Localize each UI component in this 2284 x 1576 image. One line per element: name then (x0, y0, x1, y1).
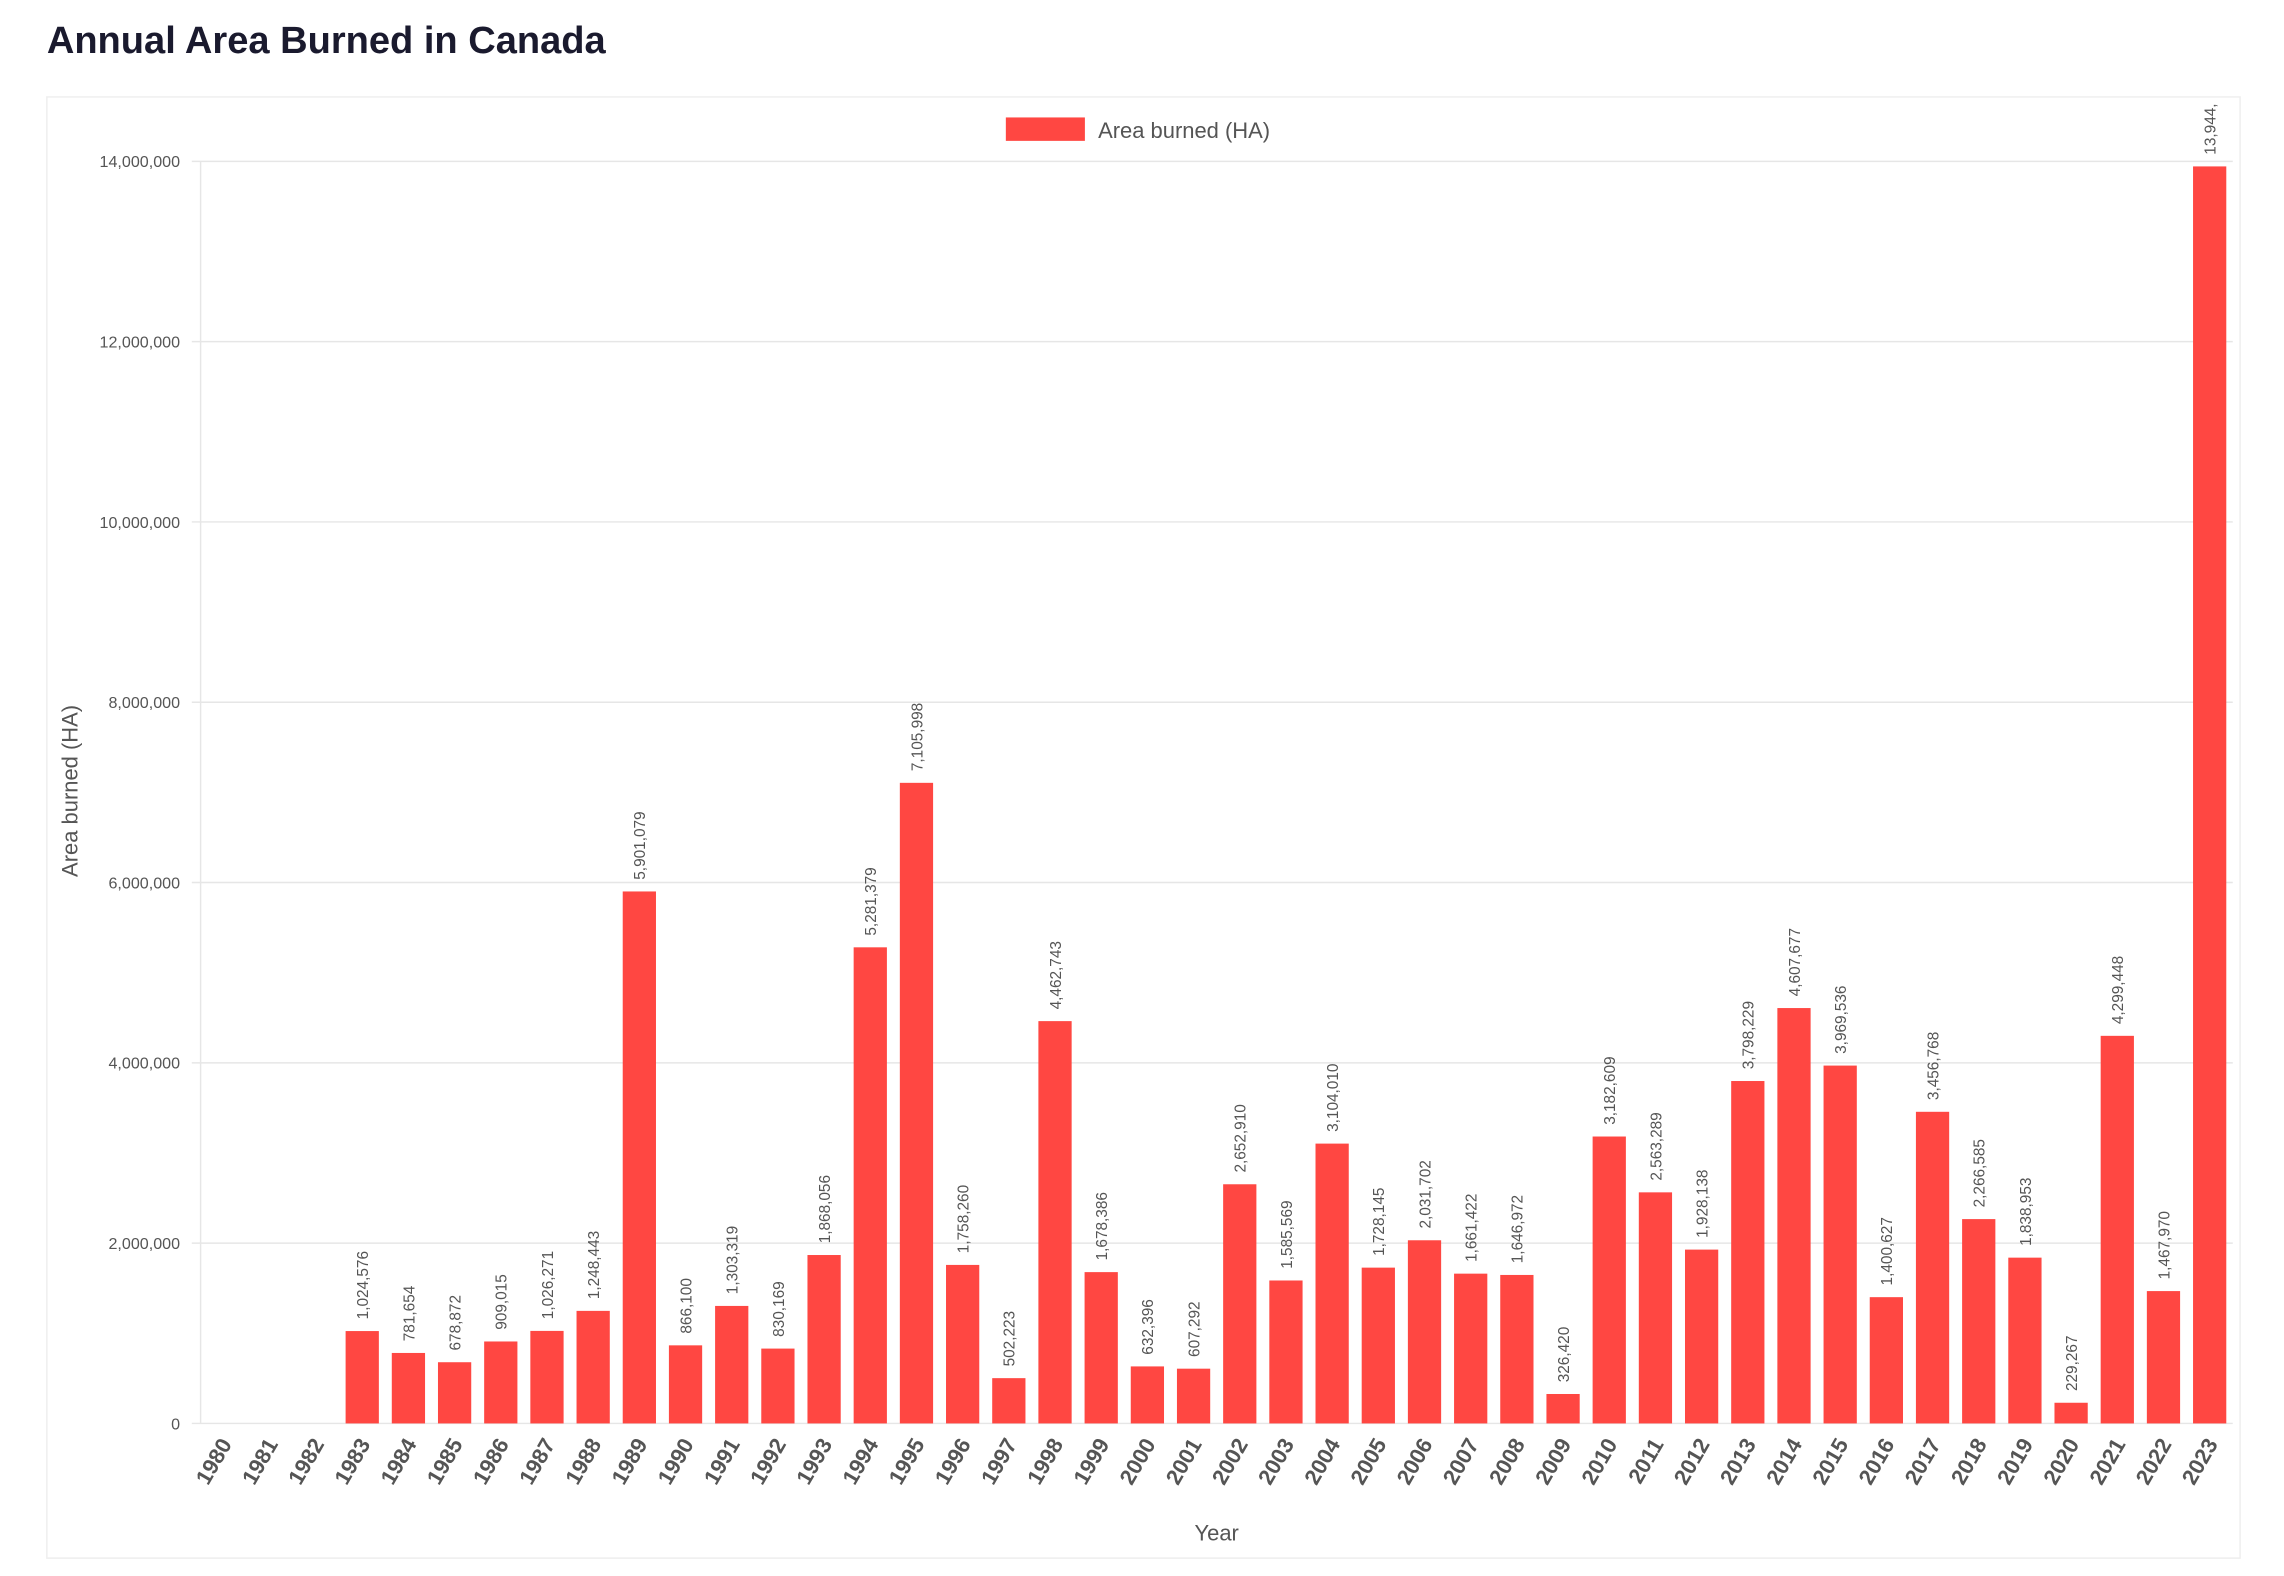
data-label: 1,838,953 (2018, 1178, 2035, 1246)
y-axis-title: Area burned (HA) (58, 705, 83, 877)
data-label: 2,031,702 (1417, 1160, 1434, 1228)
bar (345, 1331, 379, 1424)
bar (530, 1330, 564, 1424)
bar (1361, 1267, 1395, 1424)
bar (668, 1345, 703, 1424)
data-label: 1,661,422 (1464, 1194, 1481, 1262)
data-label: 2,563,289 (1648, 1112, 1665, 1180)
bar (1915, 1111, 1950, 1424)
bar (1269, 1280, 1303, 1424)
bar (992, 1378, 1026, 1424)
bar (2146, 1291, 2181, 1424)
data-label: 326,420 (1556, 1327, 1573, 1383)
y-tick-label: 8,000,000 (108, 694, 180, 712)
data-label: 1,868,056 (817, 1175, 834, 1243)
bar (2100, 1035, 2134, 1424)
bar (946, 1264, 980, 1424)
bar (484, 1341, 518, 1424)
bar (1869, 1297, 1903, 1424)
bar (1546, 1393, 1580, 1424)
bar (1084, 1272, 1118, 1424)
data-label: 607,292 (1186, 1301, 1203, 1357)
bar (853, 947, 887, 1424)
bar (2193, 166, 2227, 1424)
bar (1176, 1368, 1211, 1424)
data-label: 1,678,386 (1094, 1192, 1111, 1260)
bar (1223, 1184, 1257, 1424)
bar (1500, 1274, 1534, 1424)
bar (1962, 1219, 1996, 1424)
y-tick-label: 12,000,000 (100, 334, 181, 352)
data-label: 2,652,910 (1233, 1104, 1250, 1172)
data-label: 1,400,627 (1879, 1217, 1896, 1285)
bar (1592, 1136, 1626, 1424)
bar (1407, 1240, 1442, 1424)
bar (1823, 1065, 1857, 1424)
data-label: 1,024,576 (355, 1251, 372, 1319)
y-tick-label: 0 (171, 1415, 180, 1433)
x-axis-title: Year (1194, 1521, 1238, 1546)
data-label: 1,303,319 (725, 1226, 742, 1294)
bar (1638, 1192, 1673, 1424)
bar (576, 1310, 610, 1424)
y-tick-label: 6,000,000 (108, 874, 180, 892)
bar (622, 891, 656, 1424)
y-tick-label: 14,000,000 (100, 153, 181, 171)
bar (899, 782, 934, 1424)
data-label: 1,026,271 (540, 1251, 557, 1319)
y-tick-label: 10,000,000 (100, 514, 181, 532)
bar (1315, 1143, 1349, 1424)
data-label: 5,281,379 (863, 867, 880, 935)
data-label: 1,248,443 (586, 1231, 603, 1299)
data-label: 4,462,743 (1048, 941, 1065, 1009)
bar (1130, 1366, 1165, 1424)
bar (1777, 1008, 1811, 1424)
legend-label: Area burned (HA) (1098, 118, 1270, 143)
data-label: 3,456,768 (1925, 1032, 1942, 1100)
bar (1454, 1273, 1488, 1424)
y-tick-label: 4,000,000 (108, 1055, 180, 1073)
bar (2008, 1257, 2042, 1424)
bar (1038, 1021, 1072, 1424)
data-label: 678,872 (447, 1295, 464, 1351)
data-label: 866,100 (678, 1278, 695, 1334)
data-label: 909,015 (494, 1274, 511, 1330)
data-label: 502,223 (1002, 1311, 1019, 1367)
data-label: 1,585,569 (1279, 1200, 1296, 1268)
bar (2054, 1402, 2088, 1424)
bar (437, 1362, 472, 1424)
data-label: 1,928,138 (1694, 1170, 1711, 1238)
bar (1684, 1249, 1719, 1424)
bar (1731, 1081, 1765, 1424)
data-label: 2,266,585 (1972, 1139, 1989, 1207)
data-label: 3,798,229 (1741, 1001, 1758, 1069)
data-label: 3,104,010 (1325, 1064, 1342, 1132)
data-label: 1,646,972 (1510, 1195, 1527, 1263)
bar (391, 1352, 426, 1424)
data-label: 229,267 (2064, 1336, 2081, 1392)
data-label: 1,467,970 (2156, 1211, 2173, 1279)
data-label: 781,654 (401, 1285, 418, 1341)
data-label: 1,758,260 (956, 1185, 973, 1253)
data-label: 632,396 (1140, 1299, 1157, 1355)
data-label: 1,728,145 (1371, 1188, 1388, 1256)
bar (807, 1255, 841, 1424)
data-label: 3,969,536 (1833, 986, 1850, 1054)
y-tick-label: 2,000,000 (108, 1235, 180, 1253)
bar (715, 1305, 749, 1424)
data-label: 4,299,448 (2110, 956, 2127, 1024)
bar (761, 1348, 795, 1424)
chart-title: Annual Area Burned in Canada (47, 20, 607, 62)
data-label: 13,944, (2203, 103, 2220, 154)
legend-swatch (1005, 117, 1085, 141)
data-label: 4,607,677 (1787, 928, 1804, 996)
data-label: 5,901,079 (632, 811, 649, 879)
data-label: 830,169 (771, 1281, 788, 1337)
data-label: 3,182,609 (1602, 1056, 1619, 1124)
data-label: 7,105,998 (909, 703, 926, 771)
